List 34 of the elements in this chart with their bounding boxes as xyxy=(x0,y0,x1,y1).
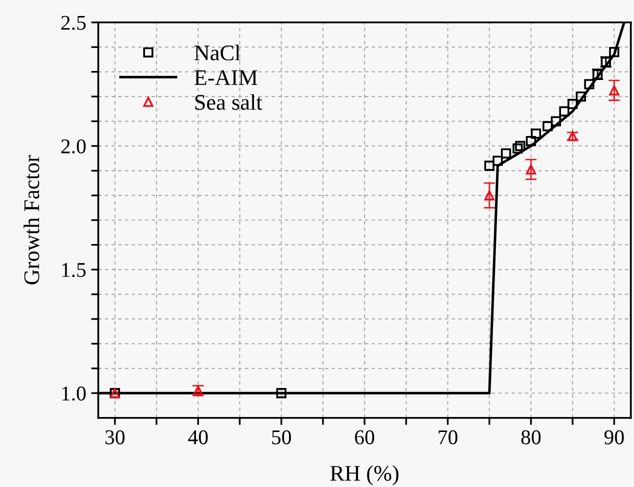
point xyxy=(526,136,536,146)
y-tick-label: 2.0 xyxy=(61,139,86,154)
point xyxy=(542,121,553,132)
point xyxy=(512,143,523,154)
point xyxy=(530,128,542,139)
point xyxy=(484,160,494,171)
legend-label: E-AIM xyxy=(194,70,258,85)
point xyxy=(276,388,286,398)
y-tick-label: 1.0 xyxy=(62,386,86,401)
x-tick-label: 60 xyxy=(355,430,374,444)
x-tick-label: 90 xyxy=(604,430,624,444)
x-tick-label: 80 xyxy=(521,430,541,444)
x-tick-label: 30 xyxy=(105,430,125,444)
legend-label: Sea salt xyxy=(195,94,262,110)
point xyxy=(584,79,594,90)
legend-label: NaCl xyxy=(194,44,240,60)
x-tick-label: 40 xyxy=(188,430,208,444)
point xyxy=(568,98,578,110)
point xyxy=(500,148,512,158)
point xyxy=(576,91,586,102)
point xyxy=(609,46,620,58)
point xyxy=(609,85,620,96)
y-tick-label: 1.5 xyxy=(62,263,86,278)
point xyxy=(484,190,494,200)
x-tick-label: 50 xyxy=(272,430,291,444)
point xyxy=(526,164,536,175)
point xyxy=(515,140,526,152)
point xyxy=(559,106,570,116)
x-tick-label: 70 xyxy=(438,430,458,444)
x-axis-title: RH (%) xyxy=(330,465,398,486)
point xyxy=(550,116,562,126)
y-axis-title: Growth Factor xyxy=(24,155,40,284)
y-tick-label: 2.5 xyxy=(61,16,86,30)
point xyxy=(492,156,503,166)
